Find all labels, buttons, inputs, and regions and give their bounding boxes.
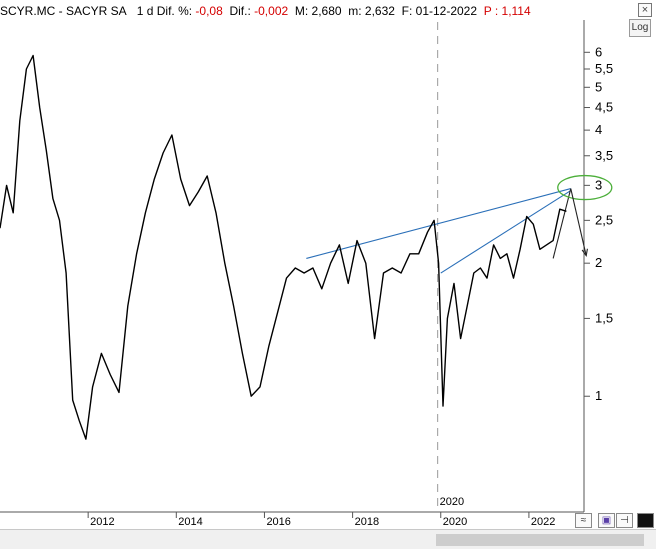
y-tick-label: 4 [595, 122, 602, 137]
y-tick-label: 5 [595, 79, 602, 94]
color-swatch-button[interactable] [637, 513, 654, 528]
y-axis-ticks: 6 5,5 5 4,5 4 3,5 3 2,5 2 1,5 1 [584, 44, 613, 403]
x-tick-label: 2012 [90, 516, 114, 528]
scroll-track[interactable] [6, 534, 644, 546]
arrow-head-icon [581, 248, 588, 258]
date-label: F: [401, 4, 413, 18]
highlight-ellipse [557, 174, 613, 201]
y-tick-label: 1,5 [595, 310, 613, 325]
dif-pct-value: -0,08 [195, 4, 223, 18]
x-tick-label: 2022 [531, 516, 555, 528]
down-arrow-line [570, 188, 587, 256]
annotations [306, 174, 613, 274]
wave-tool-icon[interactable]: ≈ [575, 513, 592, 528]
p-value: 1,114 [501, 4, 531, 18]
trendline-1 [306, 188, 571, 259]
log-scale-button[interactable]: Log [629, 19, 651, 37]
x-tick-label: 2016 [266, 516, 290, 528]
p-label: P : [483, 4, 499, 18]
x-tick-label: 2018 [355, 516, 379, 528]
date-marker-label: 2020 [440, 496, 464, 508]
horizontal-scrollbar[interactable] [0, 529, 656, 549]
period-label: 1 d [136, 4, 154, 18]
y-tick-label: 3,5 [595, 148, 613, 163]
date-value: 01-12-2022 [415, 4, 478, 18]
y-tick-label: 2 [595, 255, 602, 270]
symbol-label: SCYR.MC - SACYR SA [0, 4, 127, 18]
y-tick-label: 5,5 [595, 61, 613, 76]
y-tick-label: 6 [595, 44, 602, 59]
max-value: 2,680 [311, 4, 342, 18]
dif-value: -0,002 [254, 4, 289, 18]
pin-icon[interactable]: ⊣ [616, 513, 633, 528]
dif-label: Dif.: [229, 4, 251, 18]
price-series-line [0, 54, 567, 440]
min-value: 2,632 [364, 4, 395, 18]
dif-pct-label: Dif. %: [156, 4, 193, 18]
close-icon[interactable]: × [638, 3, 652, 17]
trendline-2 [440, 190, 572, 274]
y-tick-label: 3 [595, 177, 602, 192]
y-tick-label: 2,5 [595, 212, 613, 227]
quote-header: SCYR.MC - SACYR SA 1 d Dif. %: -0,08 Dif… [0, 0, 656, 22]
min-label: m: [348, 4, 362, 18]
scroll-thumb[interactable] [436, 534, 644, 546]
x-tick-label: 2020 [443, 516, 467, 528]
rise-line [552, 188, 572, 259]
max-label: M: [294, 4, 309, 18]
x-axis-ticks: 2012 2014 2016 2018 2020 2022 [87, 512, 555, 528]
y-tick-label: 1 [595, 388, 602, 403]
save-icon[interactable]: ▣ [598, 513, 615, 528]
x-tick-label: 2014 [178, 516, 202, 528]
y-tick-label: 4,5 [595, 100, 613, 115]
